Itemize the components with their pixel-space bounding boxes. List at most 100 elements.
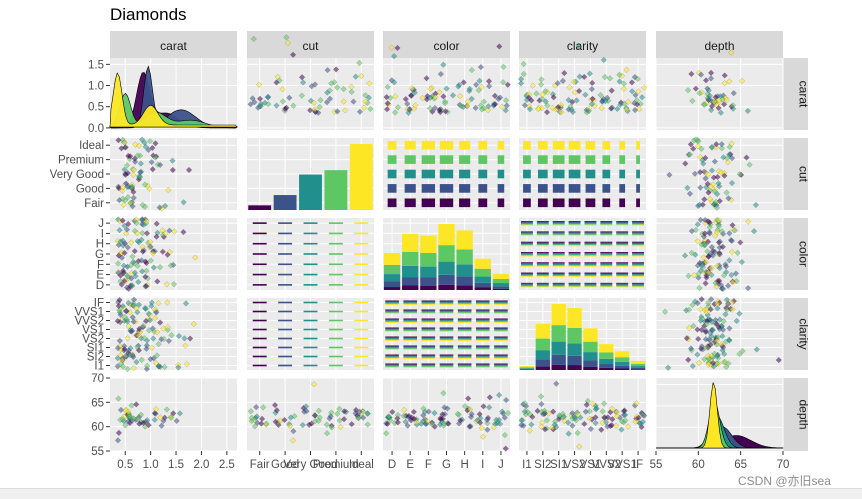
mosaic-cell	[278, 233, 292, 235]
mosaic-cell	[521, 222, 533, 223]
mosaic-cell	[584, 244, 596, 245]
mosaic-cell	[440, 337, 454, 338]
mosaic-cell	[521, 286, 533, 287]
mosaic-cell	[616, 245, 628, 246]
mosaic-cell	[253, 243, 267, 245]
mosaic-cell	[553, 285, 565, 286]
y-tick-label-color: G	[95, 249, 104, 261]
mosaic-cell	[440, 170, 453, 179]
mosaic-cell	[600, 244, 612, 245]
panels	[110, 35, 783, 452]
strip-right-label-depth: depth	[797, 399, 811, 429]
mosaic-cell	[584, 252, 596, 253]
mosaic-cell	[403, 367, 417, 368]
mosaic-cell	[329, 311, 343, 313]
mosaic-cell	[385, 330, 399, 331]
mosaic-cell	[458, 330, 472, 331]
mosaic-cell	[537, 255, 549, 256]
mosaic-cell	[616, 243, 628, 244]
mosaic-cell	[253, 329, 267, 331]
mosaic-cell	[278, 356, 292, 358]
mosaic-cell	[385, 366, 399, 367]
bar-segment	[420, 267, 436, 278]
mosaic-cell	[385, 364, 399, 365]
mosaic-cell	[458, 365, 472, 366]
mosaic-cell	[537, 242, 549, 243]
mosaic-cell	[602, 184, 610, 193]
mosaic-cell	[584, 231, 596, 232]
mosaic-cell	[632, 276, 644, 277]
mosaic-cell	[405, 155, 416, 164]
bar-segment	[552, 365, 566, 370]
bar-segment	[631, 366, 645, 368]
mosaic-cell	[616, 231, 628, 232]
panel-cut-by-depth	[656, 137, 783, 211]
mosaic-cell	[458, 355, 472, 356]
y-tick-label-carat: 1.5	[88, 59, 104, 71]
mosaic-cell	[569, 244, 581, 245]
mosaic-cell	[619, 141, 625, 150]
mosaic-cell	[521, 234, 533, 235]
mosaic-cell	[537, 265, 549, 266]
bar-segment	[475, 277, 491, 283]
mosaic-cell	[569, 285, 581, 286]
bar-segment	[402, 266, 418, 277]
mosaic-cell	[602, 170, 610, 179]
mosaic-cell	[632, 244, 644, 245]
mosaic-cell	[304, 253, 318, 255]
mosaic-cell	[616, 244, 628, 245]
mosaic-cell	[388, 198, 397, 207]
mosaic-cell	[569, 155, 581, 164]
mosaic-cell	[523, 155, 531, 164]
mosaic-cell	[440, 365, 454, 366]
mosaic-cell	[329, 347, 343, 349]
mosaic-cell	[537, 286, 549, 287]
mosaic-cell	[553, 225, 565, 226]
mosaic-cell	[422, 348, 436, 349]
mosaic-cell	[304, 302, 318, 304]
mosaic-cell	[403, 329, 417, 330]
mosaic-cell	[569, 264, 581, 265]
mosaic-cell	[600, 274, 612, 275]
mosaic-cell	[403, 321, 417, 322]
mosaic-cell	[584, 286, 596, 287]
bar-segment	[583, 367, 597, 370]
mosaic-cell	[569, 253, 581, 254]
bar-segment	[493, 274, 509, 279]
mosaic-cell	[403, 366, 417, 367]
mosaic-cell	[422, 366, 436, 367]
mosaic-cell	[422, 367, 436, 368]
mosaic-cell	[494, 337, 508, 338]
mosaic-cell	[584, 244, 596, 245]
bar-Ideal	[350, 144, 373, 210]
mosaic-cell	[537, 243, 549, 244]
x-tick-label-color: J	[498, 459, 504, 471]
mosaic-cell	[537, 286, 549, 287]
mosaic-cell	[440, 301, 454, 302]
mosaic-cell	[458, 312, 472, 313]
bar-segment	[599, 352, 613, 358]
panel-depth-by-carat	[110, 378, 237, 451]
mosaic-cell	[616, 262, 628, 263]
mosaic-cell	[385, 313, 399, 314]
x-tick-label-color: I	[481, 459, 484, 471]
mosaic-cell	[616, 266, 628, 267]
mosaic-cell	[632, 225, 644, 226]
mosaic-cell	[385, 331, 399, 332]
mosaic-cell	[584, 253, 596, 254]
bar-segment	[567, 328, 581, 343]
panel-color-by-depth	[656, 217, 783, 292]
mosaic-cell	[616, 234, 628, 235]
bar-segment	[493, 289, 509, 290]
mosaic-cell	[476, 339, 490, 340]
mosaic-cell	[494, 328, 508, 329]
mosaic-cell	[422, 347, 436, 348]
mosaic-cell	[422, 328, 436, 329]
mosaic-cell	[521, 265, 533, 266]
mosaic-cell	[553, 286, 565, 287]
mosaic-cell	[600, 223, 612, 224]
mosaic-cell	[586, 198, 596, 207]
mosaic-cell	[553, 244, 565, 245]
mosaic-cell	[632, 262, 644, 263]
mosaic-cell	[403, 302, 417, 303]
